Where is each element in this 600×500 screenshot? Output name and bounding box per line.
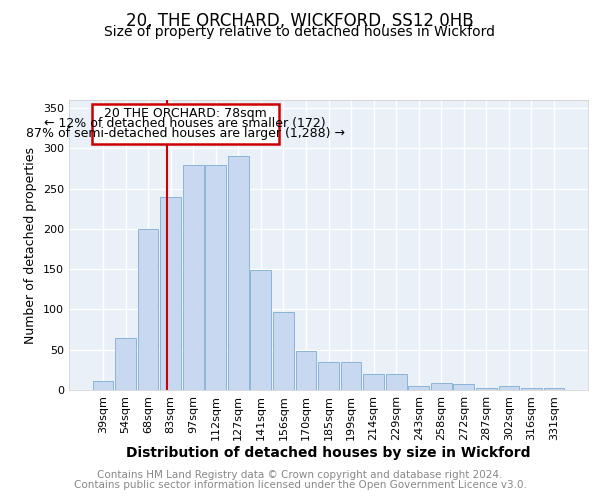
Bar xyxy=(273,312,294,390)
Bar xyxy=(386,374,407,390)
Bar xyxy=(454,384,474,390)
Bar xyxy=(296,352,316,390)
Bar xyxy=(115,338,136,390)
Bar xyxy=(183,165,203,390)
Bar xyxy=(476,388,497,390)
Text: ← 12% of detached houses are smaller (172): ← 12% of detached houses are smaller (17… xyxy=(44,117,326,130)
Bar xyxy=(544,388,565,390)
Text: Contains public sector information licensed under the Open Government Licence v3: Contains public sector information licen… xyxy=(74,480,526,490)
Bar xyxy=(341,362,361,390)
Text: Contains HM Land Registry data © Crown copyright and database right 2024.: Contains HM Land Registry data © Crown c… xyxy=(97,470,503,480)
Bar xyxy=(409,386,429,390)
Bar xyxy=(92,381,113,390)
X-axis label: Distribution of detached houses by size in Wickford: Distribution of detached houses by size … xyxy=(126,446,531,460)
Bar xyxy=(228,156,248,390)
Bar xyxy=(499,386,520,390)
Bar xyxy=(92,104,279,144)
Bar xyxy=(160,198,181,390)
Bar xyxy=(205,165,226,390)
Bar xyxy=(521,388,542,390)
Text: 20, THE ORCHARD, WICKFORD, SS12 0HB: 20, THE ORCHARD, WICKFORD, SS12 0HB xyxy=(126,12,474,30)
Bar xyxy=(318,362,339,390)
Y-axis label: Number of detached properties: Number of detached properties xyxy=(25,146,37,344)
Text: Size of property relative to detached houses in Wickford: Size of property relative to detached ho… xyxy=(104,25,496,39)
Bar xyxy=(250,270,271,390)
Text: 20 THE ORCHARD: 78sqm: 20 THE ORCHARD: 78sqm xyxy=(104,108,266,120)
Bar xyxy=(431,383,452,390)
Bar xyxy=(137,229,158,390)
Text: 87% of semi-detached houses are larger (1,288) →: 87% of semi-detached houses are larger (… xyxy=(26,128,345,140)
Bar xyxy=(363,374,384,390)
